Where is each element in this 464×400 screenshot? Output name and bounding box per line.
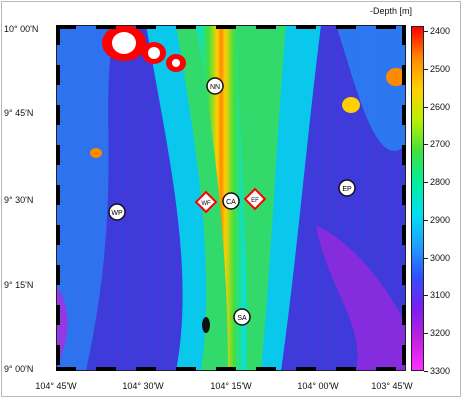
colorbar-tick-label: 2900 bbox=[430, 214, 451, 225]
site-marker-sa[interactable]: SA bbox=[233, 308, 251, 326]
seamount-east-2 bbox=[342, 97, 360, 113]
colorbar-tick-label: 2400 bbox=[430, 26, 451, 36]
seamount-west bbox=[90, 148, 102, 158]
map-border-ticks bbox=[56, 25, 406, 371]
colorbar-tick-label: 2500 bbox=[430, 63, 451, 74]
colorbar-tickmark bbox=[424, 371, 428, 372]
colorbar-tick-label: 3000 bbox=[430, 252, 451, 263]
site-marker-wp[interactable]: WP bbox=[108, 203, 126, 221]
colorbar-tick-label: 3300 bbox=[430, 366, 451, 376]
site-label-ep: EP bbox=[342, 186, 352, 193]
colorbar-tickmark bbox=[424, 333, 428, 335]
site-label-nn: NN bbox=[210, 84, 220, 91]
lon-label-104-00: 104° 00'W bbox=[297, 381, 339, 391]
colorbar-tickmark bbox=[424, 68, 428, 70]
colorbar-title: -Depth [m] bbox=[370, 6, 413, 16]
lon-label-104-30: 104° 30'W bbox=[122, 381, 164, 391]
lon-label-104-45: 104° 45'W bbox=[35, 381, 77, 391]
colorbar-tick-label: 2600 bbox=[430, 101, 451, 112]
site-marker-ca[interactable]: CA bbox=[222, 192, 240, 210]
lon-label-104-15: 104° 15'W bbox=[210, 381, 252, 391]
lat-label-10-00: 10° 00'N bbox=[4, 24, 39, 34]
colorbar bbox=[411, 26, 424, 371]
colorbar-tick-label: 2800 bbox=[430, 177, 451, 188]
colorbar-tickmark bbox=[424, 106, 428, 108]
site-label-wp: WP bbox=[111, 210, 123, 217]
dark-patch bbox=[202, 317, 210, 333]
site-marker-ep[interactable]: EP bbox=[338, 179, 356, 197]
site-marker-nn[interactable]: NN bbox=[206, 77, 224, 95]
colorbar-tickmark bbox=[424, 144, 428, 146]
colorbar-tickmark bbox=[424, 295, 428, 297]
colorbar-tickmark bbox=[424, 257, 428, 259]
site-marker-wf[interactable]: WF bbox=[194, 190, 218, 214]
lat-label-9-00: 9° 00'N bbox=[4, 364, 34, 374]
northeast-shallows bbox=[336, 25, 406, 151]
colorbar-tick-label: 3100 bbox=[430, 290, 451, 301]
ridge-axis-crest bbox=[196, 25, 247, 371]
lat-label-9-15: 9° 15'N bbox=[4, 280, 34, 290]
colorbar-tickmark bbox=[424, 31, 428, 32]
seamount-east bbox=[386, 68, 406, 86]
bathymetry-map: NN WP CA EP SA WF EF bbox=[56, 25, 406, 371]
southeast-deep bbox=[316, 225, 406, 371]
site-label-ef: EF bbox=[251, 198, 259, 204]
colorbar-tick-label: 2700 bbox=[430, 139, 451, 150]
western-flank-shallows bbox=[56, 25, 116, 371]
site-label-wf: WF bbox=[201, 201, 211, 207]
lat-label-9-30: 9° 30'N bbox=[4, 195, 34, 205]
colorbar-tickmark bbox=[424, 182, 428, 184]
colorbar-tick-label: 3200 bbox=[430, 328, 451, 339]
colorbar-tickmark bbox=[424, 219, 428, 221]
lon-label-103-45: 103° 45'W bbox=[371, 381, 413, 391]
site-label-ca: CA bbox=[226, 199, 236, 206]
site-label-sa: SA bbox=[237, 315, 247, 322]
site-marker-ef[interactable]: EF bbox=[243, 187, 267, 211]
lat-label-9-45: 9° 45'N bbox=[4, 108, 34, 118]
